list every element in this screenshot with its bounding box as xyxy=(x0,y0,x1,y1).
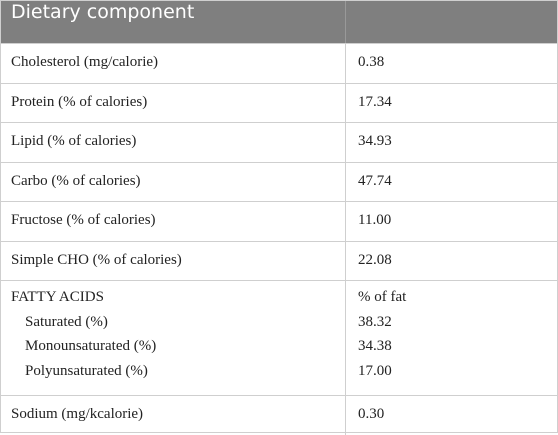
row-value: 11.00 xyxy=(358,212,392,229)
row-label: FATTY ACIDS xyxy=(11,289,104,305)
row-label: Simple CHO (% of calories) xyxy=(11,251,182,268)
table-row: Fructose (% of calories) 11.00 xyxy=(1,201,557,241)
table-row: Lipid (% of calories) 34.93 xyxy=(1,122,557,162)
table-row: Carbo (% of calories) 47.74 xyxy=(1,161,557,201)
row-label: Carbo (% of calories) xyxy=(11,172,141,189)
row-value: 47.74 xyxy=(358,172,392,189)
column-divider xyxy=(345,396,346,435)
subrow-value: 17.00 xyxy=(358,362,392,379)
column-divider xyxy=(345,44,346,83)
table-row: Cholesterol (mg/calorie) 0.38 xyxy=(1,43,557,83)
table-row: Simple CHO (% of calories) 22.08 xyxy=(1,240,557,280)
table-row: Protein (% of calories) 17.34 xyxy=(1,82,557,122)
column-divider xyxy=(345,83,346,122)
column-divider xyxy=(345,281,346,395)
column-divider xyxy=(345,123,346,162)
subrow-value: 38.32 xyxy=(358,313,392,330)
row-label: Fructose (% of calories) xyxy=(11,212,156,229)
subrow-label: Monounsaturated (%) xyxy=(25,338,157,354)
row-value: 34.93 xyxy=(358,133,392,150)
row-value: 22.08 xyxy=(358,251,392,268)
subrow-label: Polyunsaturated (%) xyxy=(25,362,148,379)
row-value: % of fat xyxy=(358,289,407,305)
row-value: 17.34 xyxy=(358,93,392,110)
subrow-value: 34.38 xyxy=(358,338,392,354)
row-label: Lipid (% of calories) xyxy=(11,133,137,150)
row-label: Cholesterol (mg/calorie) xyxy=(11,54,159,71)
table-row: Sodium (mg/kcalorie) 0.30 xyxy=(1,395,557,435)
column-divider xyxy=(345,241,346,280)
row-value: 0.38 xyxy=(358,54,385,71)
group-row: FATTY ACIDS % of fat Saturated (%) 38.32 Mon… xyxy=(1,280,557,395)
subrow-label: Saturated (%) xyxy=(25,313,108,330)
header-text: Dietary component xyxy=(11,1,195,23)
column-divider xyxy=(345,202,346,241)
row-value: 0.30 xyxy=(358,406,385,423)
column-divider xyxy=(345,1,346,43)
row-label: Protein (% of calories) xyxy=(11,93,148,110)
table-header: Dietary component xyxy=(1,1,557,43)
row-label: Sodium (mg/kcalorie) xyxy=(11,406,144,423)
column-divider xyxy=(345,162,346,201)
